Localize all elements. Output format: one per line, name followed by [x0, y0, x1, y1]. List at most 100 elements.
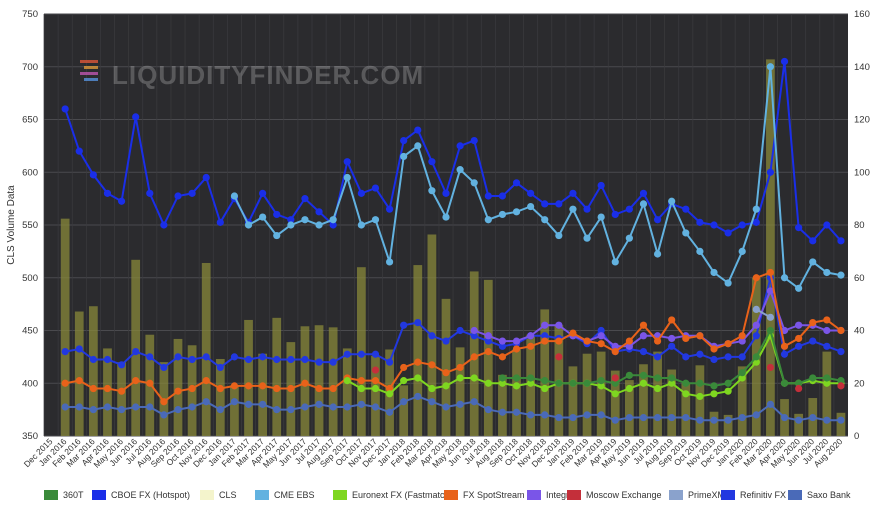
bar-cls[interactable]	[88, 306, 98, 436]
data-point[interactable]	[780, 350, 789, 358]
data-point[interactable]	[569, 205, 577, 213]
data-point[interactable]	[527, 202, 535, 211]
bar-cls[interactable]	[498, 374, 507, 436]
data-point[interactable]	[371, 366, 380, 374]
legend-item[interactable]: FX SpotStream	[444, 488, 525, 502]
data-point[interactable]	[498, 353, 507, 361]
data-point[interactable]	[512, 179, 521, 187]
data-point[interactable]	[809, 413, 817, 422]
bar-cls[interactable]	[737, 366, 747, 436]
data-point[interactable]	[484, 216, 492, 224]
data-point[interactable]	[287, 406, 295, 414]
legend-item[interactable]: Euronext FX (Fastmatch)	[333, 488, 453, 502]
data-point[interactable]	[668, 316, 676, 324]
data-point[interactable]	[653, 353, 662, 361]
data-point[interactable]	[752, 305, 760, 313]
data-point[interactable]	[696, 392, 704, 401]
data-point[interactable]	[428, 158, 436, 166]
data-point[interactable]	[752, 411, 760, 419]
data-point[interactable]	[837, 348, 845, 356]
data-point[interactable]	[527, 332, 535, 340]
data-point[interactable]	[710, 382, 718, 390]
data-point[interactable]	[470, 398, 478, 406]
data-point[interactable]	[117, 387, 126, 395]
data-point[interactable]	[583, 411, 591, 419]
data-point[interactable]	[752, 332, 760, 340]
data-point[interactable]	[837, 271, 845, 279]
data-point[interactable]	[244, 355, 253, 364]
data-point[interactable]	[75, 345, 83, 353]
data-point[interactable]	[160, 398, 168, 406]
data-point[interactable]	[61, 105, 69, 113]
data-point[interactable]	[724, 416, 732, 424]
data-point[interactable]	[343, 350, 351, 358]
data-point[interactable]	[371, 350, 380, 358]
data-point[interactable]	[795, 284, 803, 292]
data-point[interactable]	[216, 218, 224, 226]
data-point[interactable]	[625, 342, 633, 350]
data-point[interactable]	[668, 374, 676, 382]
data-point[interactable]	[385, 258, 394, 266]
data-point[interactable]	[653, 250, 662, 258]
bar-cls[interactable]	[695, 365, 705, 436]
data-point[interactable]	[498, 379, 507, 387]
bar-cls[interactable]	[624, 380, 634, 436]
data-point[interactable]	[202, 173, 210, 182]
data-point[interactable]	[696, 416, 704, 424]
data-point[interactable]	[61, 348, 69, 356]
data-point[interactable]	[541, 411, 549, 419]
data-point[interactable]	[611, 379, 619, 387]
data-point[interactable]	[823, 374, 831, 382]
data-point[interactable]	[625, 384, 633, 393]
data-point[interactable]	[287, 384, 295, 393]
bar-cls[interactable]	[60, 218, 70, 436]
data-point[interactable]	[132, 403, 140, 411]
data-point[interactable]	[428, 398, 436, 406]
data-point[interactable]	[456, 374, 464, 382]
data-point[interactable]	[512, 374, 521, 382]
data-point[interactable]	[329, 403, 337, 411]
data-point[interactable]	[541, 377, 549, 385]
data-point[interactable]	[710, 221, 718, 229]
data-point[interactable]	[639, 348, 648, 356]
data-point[interactable]	[625, 234, 633, 242]
data-point[interactable]	[357, 221, 365, 229]
data-point[interactable]	[766, 313, 775, 321]
data-point[interactable]	[682, 205, 690, 213]
data-point[interactable]	[385, 205, 394, 213]
data-point[interactable]	[653, 413, 662, 422]
data-point[interactable]	[216, 406, 224, 414]
data-point[interactable]	[287, 355, 295, 364]
data-point[interactable]	[668, 334, 676, 343]
data-point[interactable]	[555, 231, 563, 240]
data-point[interactable]	[766, 168, 775, 176]
data-point[interactable]	[385, 384, 394, 393]
data-point[interactable]	[752, 274, 760, 282]
data-point[interactable]	[766, 287, 775, 295]
data-point[interactable]	[428, 187, 436, 195]
data-point[interactable]	[597, 181, 605, 190]
bar-cls[interactable]	[272, 317, 282, 436]
legend-item[interactable]: Saxo Bank	[788, 488, 851, 502]
data-point[interactable]	[160, 411, 168, 419]
data-point[interactable]	[795, 416, 803, 424]
data-point[interactable]	[625, 205, 633, 213]
data-point[interactable]	[400, 152, 408, 161]
bar-cls[interactable]	[794, 413, 804, 436]
data-point[interactable]	[385, 408, 394, 416]
data-point[interactable]	[597, 213, 605, 221]
data-point[interactable]	[823, 326, 831, 335]
data-point[interactable]	[780, 379, 789, 387]
legend-item[interactable]: PrimeXM	[669, 488, 725, 502]
data-point[interactable]	[823, 379, 831, 387]
bar-cls[interactable]	[215, 358, 225, 436]
bar-cls[interactable]	[723, 414, 733, 436]
data-point[interactable]	[89, 355, 97, 364]
data-point[interactable]	[244, 382, 253, 390]
bar-cls[interactable]	[342, 348, 352, 436]
bar-cls[interactable]	[667, 369, 677, 436]
data-point[interactable]	[541, 216, 549, 224]
data-point[interactable]	[738, 369, 746, 377]
data-point[interactable]	[160, 363, 168, 372]
bar-cls[interactable]	[766, 59, 775, 437]
